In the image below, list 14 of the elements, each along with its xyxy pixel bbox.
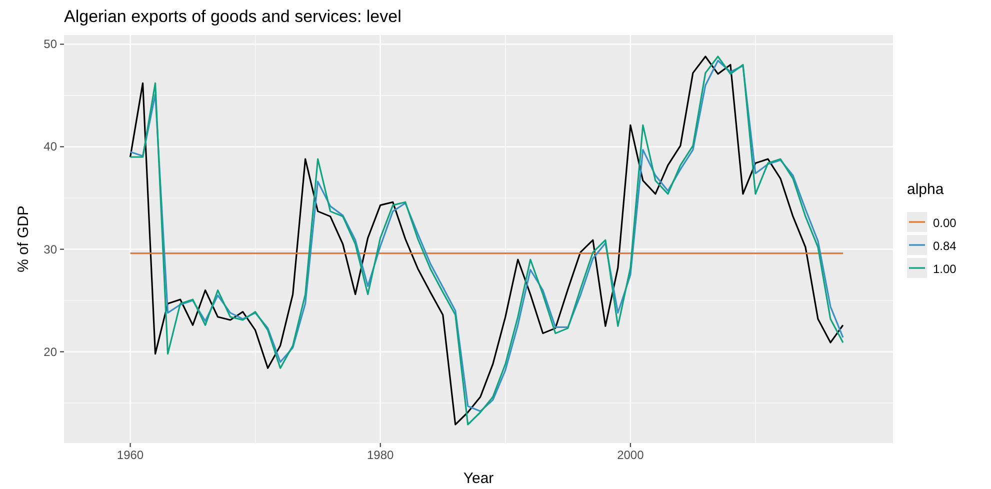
y-tick-label: 20: [44, 344, 58, 359]
legend-label: 1.00: [933, 262, 957, 276]
x-axis-title: Year: [463, 470, 494, 487]
x-tick-label: 1960: [116, 448, 144, 462]
x-tick-label: 1980: [366, 448, 394, 462]
y-axis-title: % of GDP: [15, 206, 32, 272]
legend-title: alpha: [907, 181, 944, 198]
y-tick-label: 50: [44, 37, 58, 52]
legend-label: 0.00: [933, 216, 957, 230]
chart-title: Algerian exports of goods and services: level: [64, 7, 402, 26]
y-tick-label: 30: [44, 242, 58, 256]
y-tick-label: 40: [44, 140, 58, 154]
legend-label: 0.84: [933, 239, 957, 253]
x-tick-label: 2000: [617, 448, 644, 462]
